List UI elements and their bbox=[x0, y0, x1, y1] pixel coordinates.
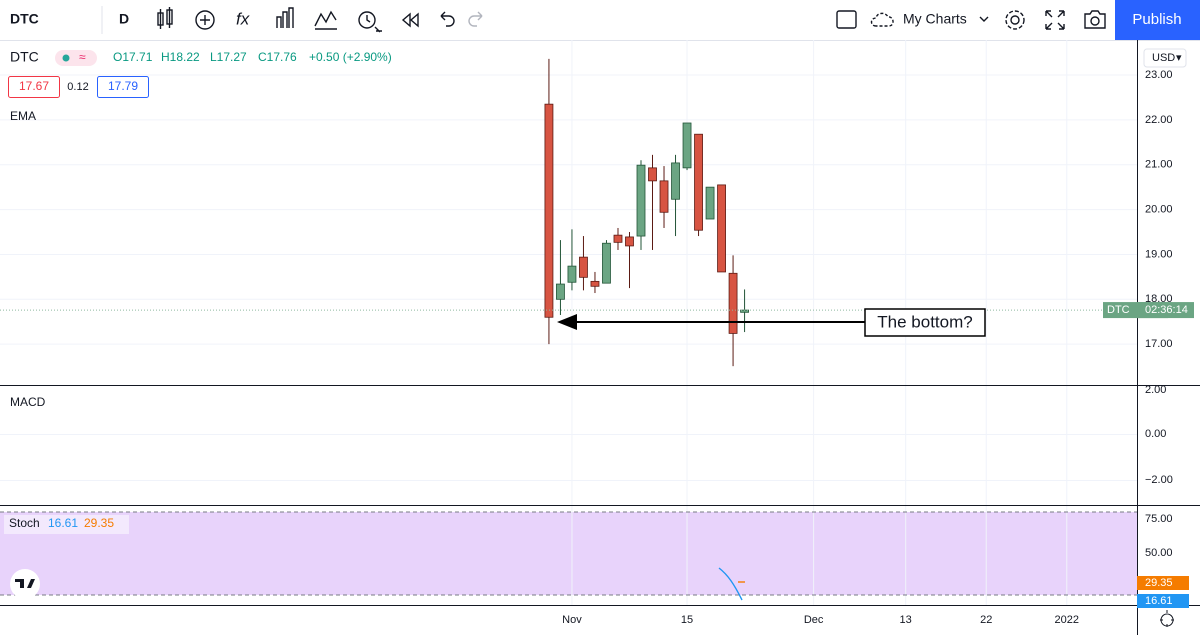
legend-change: +0.50 (+2.90%) bbox=[309, 50, 392, 64]
ask-box bbox=[97, 76, 149, 98]
candle-body bbox=[567, 265, 577, 283]
axis-settings[interactable] bbox=[1160, 610, 1174, 627]
ask: 17.79 bbox=[108, 79, 138, 93]
candle-body bbox=[613, 234, 623, 243]
x-tick-label: Dec bbox=[804, 614, 824, 626]
candle-body bbox=[682, 122, 692, 169]
publish-button[interactable] bbox=[1115, 0, 1200, 40]
currency[interactable]: USD bbox=[1152, 52, 1175, 64]
candle-body bbox=[648, 167, 657, 182]
toolbar-icons: fx bbox=[157, 7, 1106, 33]
candle-body bbox=[625, 236, 634, 247]
symbol-button[interactable]: DTC bbox=[10, 11, 39, 27]
status-dot bbox=[62, 54, 70, 62]
ema-label: EMA bbox=[10, 109, 36, 123]
legend-open: O17.71 bbox=[113, 50, 153, 64]
y-tick-label: 19.00 bbox=[1145, 248, 1173, 260]
replay-icon[interactable] bbox=[401, 12, 419, 28]
candle-body bbox=[556, 283, 565, 300]
price-badge-countdown: 02:36:14 bbox=[1145, 304, 1188, 316]
stoch-k-badge bbox=[1137, 594, 1189, 608]
candle-body bbox=[705, 186, 715, 220]
layout-icon[interactable] bbox=[836, 10, 857, 29]
annotation-box bbox=[864, 308, 986, 337]
price-badge-time bbox=[1137, 302, 1194, 319]
candle-icon[interactable] bbox=[157, 7, 173, 29]
macd-tick: 2.00 bbox=[1145, 384, 1166, 396]
bid-box bbox=[8, 76, 60, 98]
macd-tick: −2.00 bbox=[1145, 474, 1173, 486]
candle-body bbox=[544, 103, 554, 318]
legend-close: C17.76 bbox=[258, 50, 297, 64]
stoch-label: Stoch bbox=[9, 516, 40, 530]
candle-body bbox=[694, 133, 703, 231]
templates-icon[interactable] bbox=[276, 7, 294, 28]
legend-low: L17.27 bbox=[210, 50, 247, 64]
currency-caret: ▾ bbox=[1176, 52, 1182, 64]
bid: 17.67 bbox=[19, 79, 49, 93]
x-tick-label: Nov bbox=[562, 614, 582, 626]
stoch-d: 29.35 bbox=[84, 516, 114, 530]
alert-icon[interactable] bbox=[358, 11, 376, 29]
candle-body bbox=[636, 164, 646, 237]
stoch-legend-bg bbox=[4, 515, 129, 534]
y-tick-label: 23.00 bbox=[1145, 69, 1173, 81]
candle-body bbox=[579, 256, 588, 278]
annotation-text: The bottom? bbox=[877, 312, 972, 331]
spread: 0.12 bbox=[67, 81, 88, 93]
compare-icon[interactable] bbox=[314, 10, 337, 30]
stoch-tick: 75.00 bbox=[1145, 513, 1173, 525]
stoch-d-badge-label: 29.35 bbox=[1145, 577, 1173, 589]
legend-high: H18.22 bbox=[161, 50, 200, 64]
logo[interactable] bbox=[10, 569, 40, 599]
layouts-button[interactable]: My Charts bbox=[903, 11, 967, 27]
cloud-icon[interactable] bbox=[870, 12, 894, 27]
indicator-icon[interactable]: fx bbox=[236, 9, 250, 28]
add-icon[interactable] bbox=[195, 10, 215, 30]
settings-icon[interactable] bbox=[1005, 10, 1025, 30]
price-badge-symbol: DTC bbox=[1107, 304, 1130, 316]
status-pill bbox=[55, 50, 97, 66]
snapshot-icon[interactable] bbox=[1084, 10, 1106, 29]
candle-body bbox=[659, 180, 669, 213]
stoch-d-badge bbox=[1137, 576, 1189, 590]
stoch-band bbox=[0, 512, 1137, 595]
toolbar bbox=[0, 0, 1200, 40]
candle-body bbox=[671, 162, 680, 200]
stoch-tick: 50.00 bbox=[1145, 547, 1173, 559]
x-tick-label: 15 bbox=[681, 614, 693, 626]
y-tick-label: 21.00 bbox=[1145, 159, 1173, 171]
stoch-k-badge-label: 16.61 bbox=[1145, 595, 1173, 607]
interval-button[interactable]: D bbox=[119, 11, 129, 27]
macd-tick: 0.00 bbox=[1145, 428, 1166, 440]
redo-icon[interactable] bbox=[468, 11, 483, 27]
status-glyph: ≈ bbox=[79, 50, 86, 64]
candle-body bbox=[728, 272, 738, 334]
stoch-k: 16.61 bbox=[48, 516, 78, 530]
annotation-arrowhead bbox=[557, 314, 577, 330]
x-tick-label: 13 bbox=[900, 614, 912, 626]
stoch-k-line bbox=[718, 567, 743, 601]
y-tick-label: 22.00 bbox=[1145, 114, 1173, 126]
logo-mark bbox=[15, 579, 35, 588]
candle-body bbox=[602, 242, 611, 284]
fullscreen-icon[interactable] bbox=[1045, 10, 1065, 30]
x-tick-label: 2022 bbox=[1055, 614, 1079, 626]
candle-body bbox=[590, 280, 600, 287]
undo-icon[interactable] bbox=[440, 11, 455, 27]
y-tick-label: 20.00 bbox=[1145, 203, 1173, 215]
currency-button[interactable] bbox=[1143, 48, 1187, 68]
publish-label[interactable]: Publish bbox=[1132, 11, 1181, 28]
legend-symbol: DTC bbox=[10, 49, 39, 65]
x-tick-label: 22 bbox=[980, 614, 992, 626]
candle-body bbox=[717, 184, 726, 273]
y-tick-label: 17.00 bbox=[1145, 338, 1173, 350]
macd-label: MACD bbox=[10, 395, 46, 409]
